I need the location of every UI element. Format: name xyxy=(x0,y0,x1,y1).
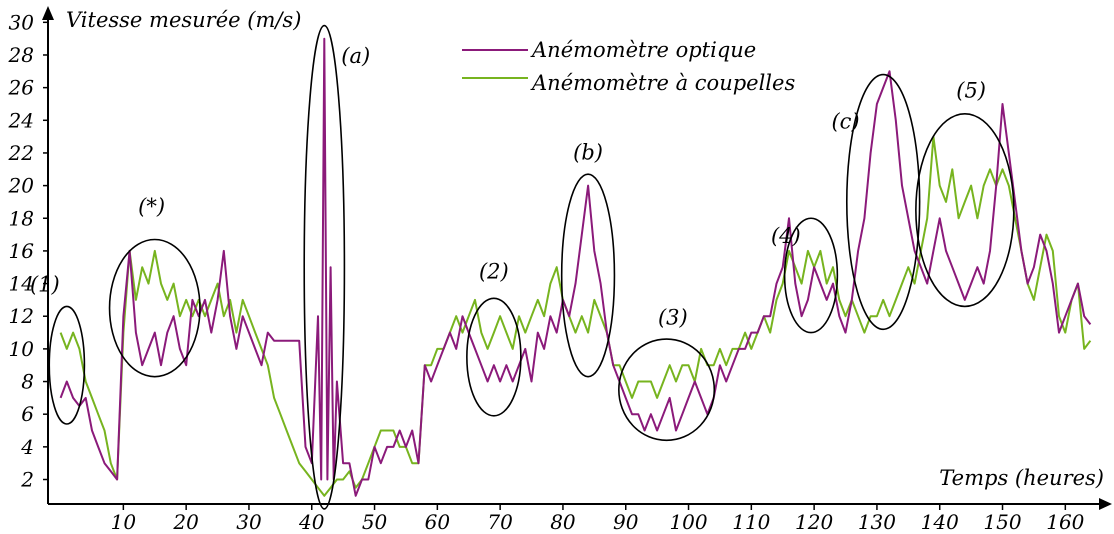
x-tick-label: 60 xyxy=(425,510,451,534)
annotation-label: (4) xyxy=(771,224,801,248)
annotation-label: (2) xyxy=(479,260,509,284)
y-tick-label: 14 xyxy=(9,272,34,296)
y-tick-label: 12 xyxy=(9,304,34,328)
x-tick-label: 20 xyxy=(172,510,199,534)
x-tick-label: 110 xyxy=(732,510,770,534)
legend-label-optical: Anémomètre optique xyxy=(530,38,756,62)
annotation-label: (c) xyxy=(831,109,859,133)
x-tick-label: 50 xyxy=(362,510,388,534)
annotation-ellipse xyxy=(48,305,86,425)
x-tick-label: 70 xyxy=(487,510,513,534)
x-axis-label: Temps (heures) xyxy=(939,466,1104,490)
annotation-ellipse xyxy=(845,73,921,331)
y-tick-label: 26 xyxy=(8,76,35,100)
y-tick-label: 6 xyxy=(21,402,34,426)
plot-area: (1) (*) (a) (2) (b) (3) (4) (c) (5) xyxy=(30,24,1092,510)
x-tick-label: 120 xyxy=(795,510,833,534)
x-tick-label: 130 xyxy=(858,510,896,534)
x-tick-label: 10 xyxy=(111,510,137,534)
x-tick-label: 150 xyxy=(983,510,1021,534)
annotation-label: (b) xyxy=(573,140,603,164)
x-tick-label: 40 xyxy=(298,510,325,534)
annotation-label: (*) xyxy=(138,194,165,218)
legend-label-cup: Anémomètre à coupelles xyxy=(530,71,795,95)
x-tick-label: 30 xyxy=(236,510,262,534)
y-tick-label: 8 xyxy=(21,370,34,394)
y-tick-label: 18 xyxy=(9,206,34,230)
annotation-label: (1) xyxy=(30,273,60,297)
x-tick-label: 160 xyxy=(1046,510,1084,534)
y-axis-arrow xyxy=(42,6,54,20)
annotation-ellipse xyxy=(618,338,716,442)
annotation-label: (3) xyxy=(658,305,688,329)
annotation-ellipse xyxy=(108,238,201,378)
x-tick-label: 80 xyxy=(550,510,576,534)
legend: Anémomètre optique Anémomètre à coupelle… xyxy=(462,38,795,95)
y-tick-label: 16 xyxy=(9,239,35,263)
x-axis-arrow xyxy=(1099,498,1112,510)
y-tick-label: 24 xyxy=(8,108,34,132)
y-tick-label: 22 xyxy=(8,141,34,165)
annotation-ellipse xyxy=(303,24,346,510)
y-tick-label: 28 xyxy=(8,43,34,67)
annotation-ellipse xyxy=(466,297,522,417)
x-tick-label: 100 xyxy=(669,510,707,534)
axes: Vitesse mesurée (m/s) Temps (heures) 10 2… xyxy=(8,6,1112,534)
y-tick-label: 30 xyxy=(9,10,35,34)
y-tick-label: 4 xyxy=(20,435,34,459)
y-tick-label: 20 xyxy=(8,174,35,198)
y-tick-label: 2 xyxy=(20,468,34,492)
x-tick-label: 90 xyxy=(613,510,639,534)
annotation-ellipse xyxy=(783,217,839,334)
y-axis-label: Vitesse mesurée (m/s) xyxy=(66,8,301,32)
annotation-ellipse xyxy=(560,173,616,378)
annotation-label: (5) xyxy=(956,78,986,102)
y-tick-label: 10 xyxy=(9,337,35,361)
series-line-optical xyxy=(59,37,1092,497)
x-tick-label: 140 xyxy=(921,510,959,534)
annotation-label: (a) xyxy=(341,44,370,68)
annotation-ellipse xyxy=(915,112,1015,308)
